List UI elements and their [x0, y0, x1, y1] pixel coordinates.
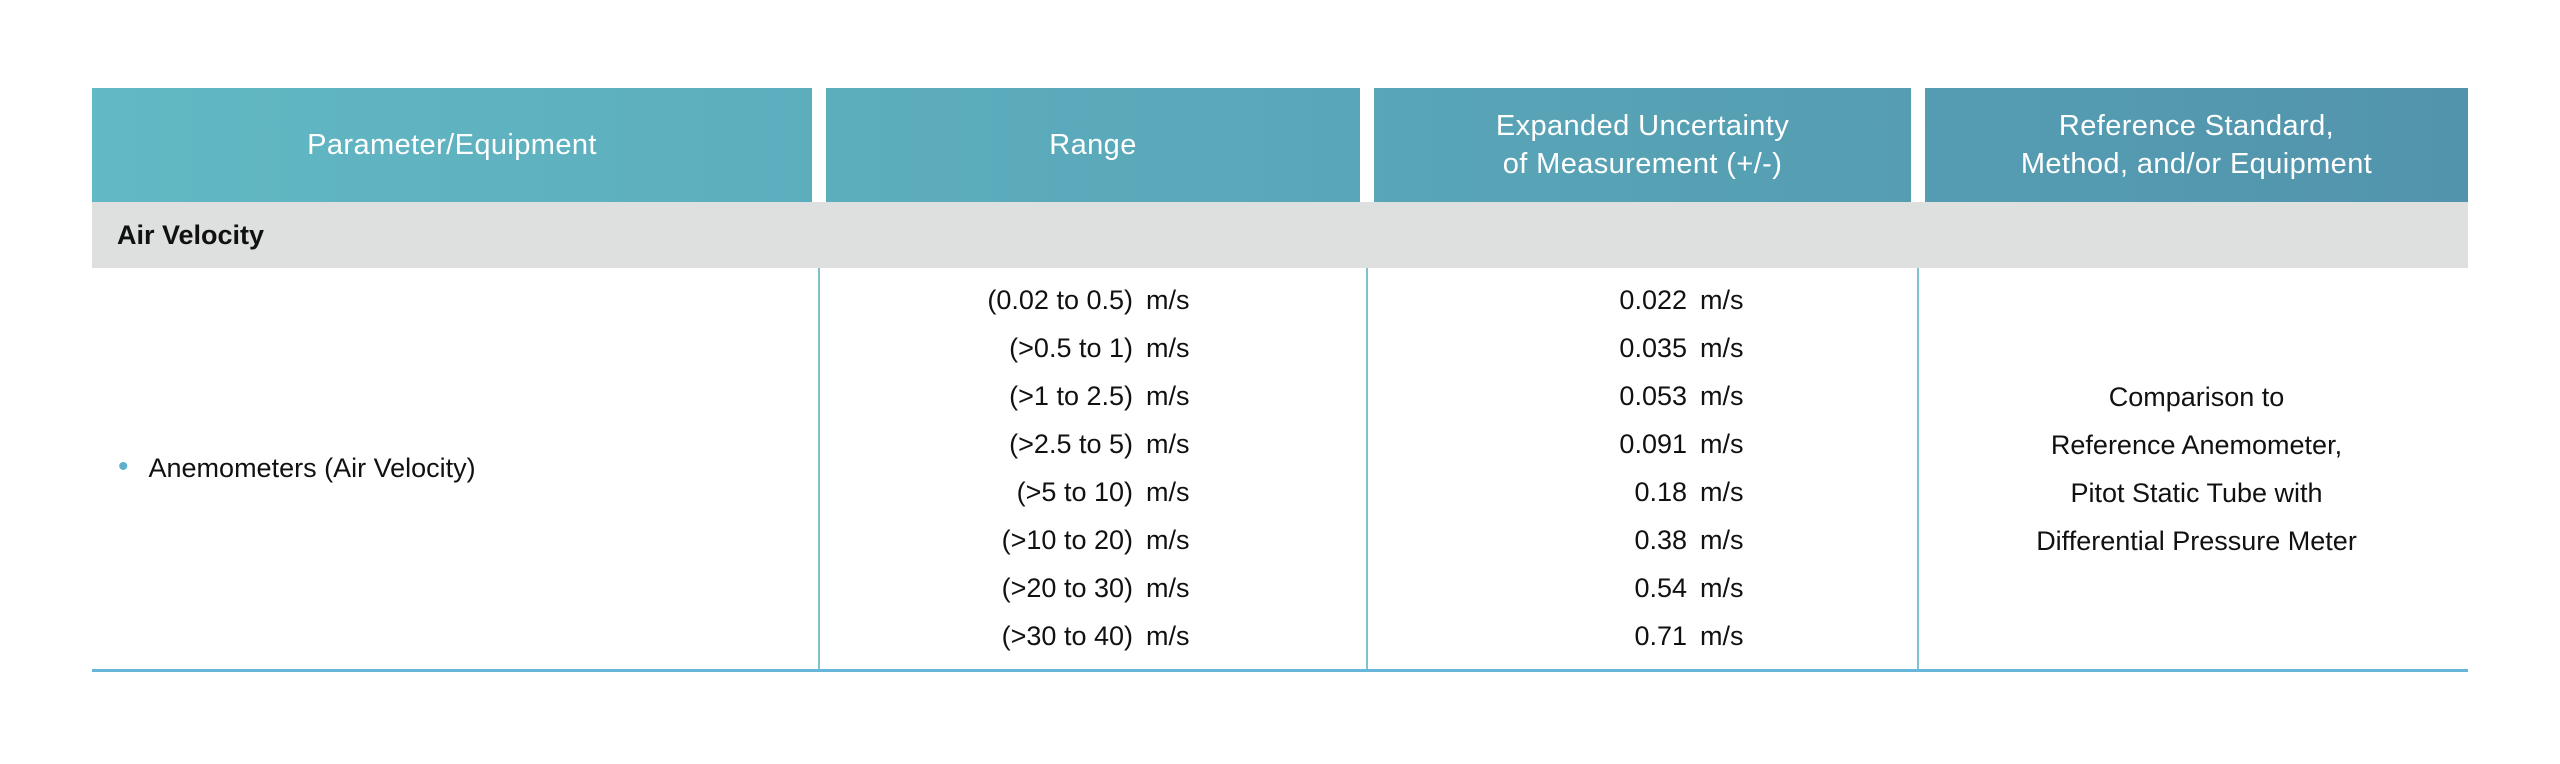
header-expanded-uncertainty: Expanded Uncertainty of Measurement (+/-… [1374, 88, 1911, 202]
uncertainty-line: 0.022 m/s [1374, 277, 1911, 325]
range-unit: m/s [1146, 525, 1190, 555]
uncertainty-line: 0.091 m/s [1374, 421, 1911, 469]
divider-line [1917, 268, 1919, 669]
uncertainty-line: 0.38 m/s [1374, 517, 1911, 565]
uncertainty-value: 0.035 [1619, 333, 1687, 363]
range-value: (>5 to 10) [1016, 477, 1133, 507]
range-value: (0.02 to 0.5) [987, 285, 1133, 315]
parameter-label: Anemometers (Air Velocity) [148, 453, 476, 483]
range-unit: m/s [1146, 477, 1190, 507]
uncertainty-unit: m/s [1700, 573, 1744, 603]
uncertainty-value: 0.022 [1619, 285, 1687, 315]
range-line: (>30 to 40) m/s [826, 613, 1360, 661]
uncertainty-line: 0.71 m/s [1374, 613, 1911, 661]
uncertainty-unit: m/s [1700, 333, 1744, 363]
uncertainty-line: 0.54 m/s [1374, 565, 1911, 613]
reference-standard-text: Comparison to Reference Anemometer, Pito… [2036, 381, 2357, 556]
uncertainty-unit: m/s [1700, 285, 1744, 315]
bullet-icon: • [118, 449, 129, 483]
uncertainty-value: 0.091 [1619, 429, 1687, 459]
cell-uncertainty: 0.022 m/s 0.035 m/s 0.053 m/s 0.091 m/s 0.18… [1374, 268, 1911, 669]
range-value: (>10 to 20) [1001, 525, 1133, 555]
accreditation-scope-table: Parameter/Equipment Range Expanded Uncer… [92, 88, 2468, 672]
header-divider [1911, 88, 1925, 202]
uncertainty-value: 0.38 [1634, 525, 1687, 555]
range-unit: m/s [1146, 429, 1190, 459]
header-label: Reference Standard, Method, and/or Equip… [2020, 110, 2373, 180]
range-line: (>0.5 to 1) m/s [826, 325, 1360, 373]
range-value: (>2.5 to 5) [1009, 429, 1133, 459]
header-parameter-equipment: Parameter/Equipment [92, 88, 812, 202]
cell-reference-standard: Comparison to Reference Anemometer, Pito… [1925, 268, 2468, 669]
range-unit: m/s [1146, 285, 1190, 315]
column-divider [1360, 268, 1374, 669]
header-reference-standard: Reference Standard, Method, and/or Equip… [1925, 88, 2468, 202]
range-value: (>20 to 30) [1001, 573, 1133, 603]
range-unit: m/s [1146, 333, 1190, 363]
column-divider [1911, 268, 1925, 669]
range-value: (>1 to 2.5) [1009, 381, 1133, 411]
uncertainty-value: 0.54 [1634, 573, 1687, 603]
uncertainty-line: 0.18 m/s [1374, 469, 1911, 517]
uncertainty-unit: m/s [1700, 429, 1744, 459]
header-label: Expanded Uncertainty of Measurement (+/-… [1495, 110, 1790, 180]
range-unit: m/s [1146, 381, 1190, 411]
header-label: Range [1049, 129, 1137, 161]
uncertainty-unit: m/s [1700, 525, 1744, 555]
uncertainty-line: 0.053 m/s [1374, 373, 1911, 421]
range-unit: m/s [1146, 621, 1190, 651]
divider-line [1366, 268, 1368, 669]
range-line: (>5 to 10) m/s [826, 469, 1360, 517]
range-line: (>2.5 to 5) m/s [826, 421, 1360, 469]
range-line: (>10 to 20) m/s [826, 517, 1360, 565]
table-header-row: Parameter/Equipment Range Expanded Uncer… [92, 88, 2468, 202]
uncertainty-line: 0.035 m/s [1374, 325, 1911, 373]
uncertainty-unit: m/s [1700, 381, 1744, 411]
section-row-air-velocity: Air Velocity [92, 202, 2468, 268]
header-range: Range [826, 88, 1360, 202]
section-title: Air Velocity [117, 219, 265, 250]
header-divider [812, 88, 826, 202]
range-value: (>30 to 40) [1001, 621, 1133, 651]
uncertainty-value: 0.71 [1634, 621, 1687, 651]
uncertainty-value: 0.18 [1634, 477, 1687, 507]
column-divider [812, 268, 826, 669]
table-row: • Anemometers (Air Velocity) (0.02 to 0.… [92, 268, 2468, 672]
uncertainty-unit: m/s [1700, 621, 1744, 651]
uncertainty-value: 0.053 [1619, 381, 1687, 411]
divider-line [818, 268, 820, 669]
uncertainty-unit: m/s [1700, 477, 1744, 507]
range-unit: m/s [1146, 573, 1190, 603]
header-divider [1360, 88, 1374, 202]
range-value: (>0.5 to 1) [1009, 333, 1133, 363]
range-line: (0.02 to 0.5) m/s [826, 277, 1360, 325]
cell-parameter: • Anemometers (Air Velocity) [92, 268, 812, 669]
range-line: (>20 to 30) m/s [826, 565, 1360, 613]
cell-range: (0.02 to 0.5) m/s (>0.5 to 1) m/s (>1 to 2… [826, 268, 1360, 669]
range-line: (>1 to 2.5) m/s [826, 373, 1360, 421]
header-label: Parameter/Equipment [307, 129, 597, 161]
